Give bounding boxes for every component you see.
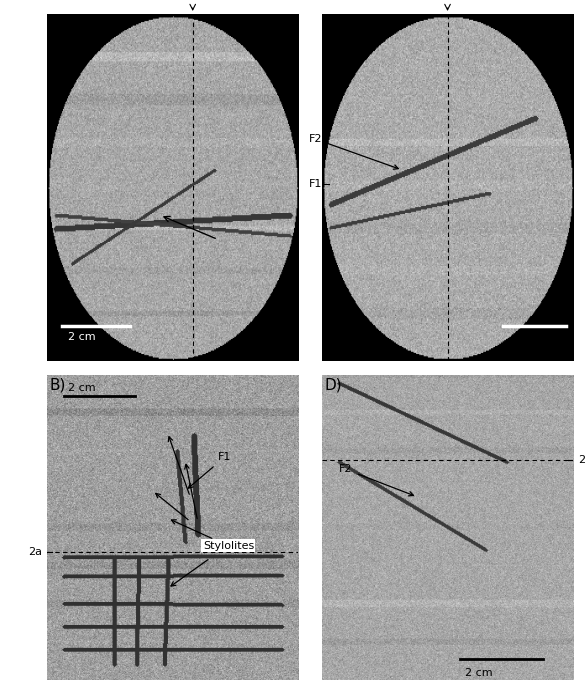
Text: 2 cm: 2 cm (465, 668, 493, 678)
Text: A): A) (49, 31, 66, 46)
Text: 2b: 2b (185, 0, 201, 3)
Text: F1: F1 (309, 179, 322, 189)
Text: F2: F2 (309, 134, 398, 169)
Text: C): C) (324, 31, 341, 46)
Text: 2a: 2a (27, 547, 42, 557)
Text: 2 cm: 2 cm (68, 383, 96, 393)
Text: 2d: 2d (439, 0, 456, 3)
Text: B): B) (49, 378, 66, 393)
Text: 2: 2 (579, 455, 585, 465)
Text: F1: F1 (188, 452, 231, 488)
Text: D): D) (324, 378, 342, 393)
Text: F2: F2 (339, 464, 414, 496)
Text: 2 cm: 2 cm (68, 332, 96, 342)
Text: Stylolites: Stylolites (171, 520, 254, 551)
